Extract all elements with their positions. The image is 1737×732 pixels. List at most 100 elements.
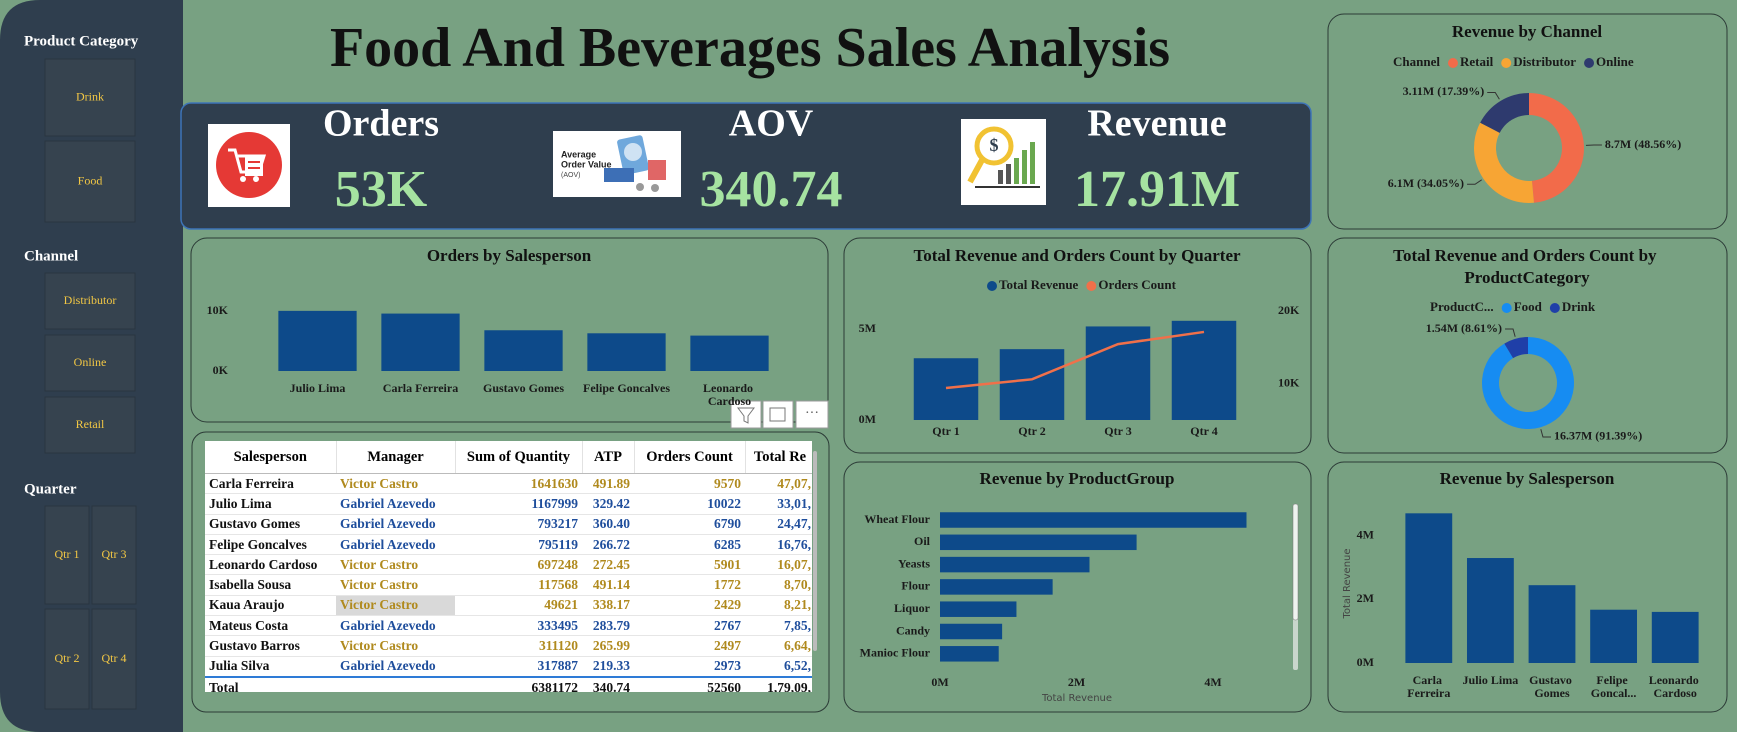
y-tick-label: 0M <box>1357 655 1374 669</box>
y-tick-label: Oil <box>914 534 931 548</box>
slicer-button[interactable] <box>91 608 137 710</box>
salesperson-table: Salesperson Manager Sum of Quantity ATP Orde… <box>205 441 812 692</box>
table-row: Felipe Goncalves Gabriel Azevedo 795119 266… <box>205 534 812 556</box>
icon-text: Order Value <box>561 159 612 169</box>
slicer-item[interactable]: Food <box>78 173 103 187</box>
x-axis-label: Total Revenue <box>1041 693 1112 704</box>
slicer-item[interactable]: Qtr 4 <box>102 651 127 665</box>
slicer-item[interactable]: Qtr 1 <box>55 547 80 561</box>
legend-title: Channel <box>1393 54 1440 69</box>
icon-text: Average <box>561 149 596 159</box>
table-cell: 491.14 <box>582 574 634 596</box>
slicer-button[interactable] <box>44 272 136 330</box>
donut-slice <box>1480 93 1529 133</box>
x-tick-label: 0M <box>931 675 948 689</box>
x-tick-label: Felipe Goncalves <box>583 381 670 395</box>
table-cell: 219.33 <box>582 656 634 678</box>
leader-line <box>1467 179 1482 185</box>
slicer-title: Product Category <box>24 33 139 49</box>
kpi-label: AOV <box>729 103 814 145</box>
data-label: 3.11M (17.39%) <box>1403 84 1485 98</box>
bar <box>278 310 357 371</box>
x-tick-label: Qtr 2 <box>1018 424 1045 438</box>
chart-title: Revenue by ProductGroup <box>980 469 1175 488</box>
data-label: 8.7M (48.56%) <box>1605 137 1681 151</box>
kpi-value: 340.74 <box>700 161 843 218</box>
kpi-value: 53K <box>335 161 428 218</box>
slicer-button[interactable] <box>44 140 136 223</box>
table-cell: 47,07, <box>745 473 812 495</box>
slicer-item[interactable]: Qtr 2 <box>55 651 80 665</box>
column-header[interactable]: Sum of Quantity <box>455 441 583 474</box>
legend-label: Orders Count <box>1098 277 1176 292</box>
column-header[interactable]: Manager <box>336 441 456 474</box>
table-cell: 360.40 <box>582 514 634 535</box>
column-header[interactable]: Salesperson <box>205 441 337 474</box>
column-header[interactable]: ATP <box>582 441 635 474</box>
orders-icon <box>208 124 290 207</box>
slicer-button[interactable] <box>44 396 136 454</box>
slicer-item[interactable]: Qtr 3 <box>102 547 127 561</box>
table-scrollbar[interactable] <box>812 441 824 701</box>
table-cell: Gabriel Azevedo <box>336 615 455 637</box>
table-cell: 333495 <box>455 615 582 637</box>
table-cell: 16,07, <box>745 554 812 576</box>
table-cell: 697248 <box>455 554 582 576</box>
table-cell: 7,85, <box>745 615 812 637</box>
slicer-title: Channel <box>24 248 78 264</box>
slicer-item[interactable]: Drink <box>76 89 104 103</box>
legend-title: ProductC... <box>1430 299 1494 314</box>
table-row: Julia Silva Gabriel Azevedo 317887 219.33 29… <box>205 656 812 678</box>
table-cell: 1167999 <box>455 493 582 515</box>
column-header[interactable]: Orders Count <box>634 441 746 474</box>
table-cell: 329.42 <box>582 493 634 515</box>
donut-slice <box>1504 337 1528 359</box>
bar <box>1466 558 1514 663</box>
slicer-button[interactable] <box>44 505 90 605</box>
legend-marker <box>1549 303 1560 313</box>
svg-text:$: $ <box>990 135 999 155</box>
table-cell: Gabriel Azevedo <box>336 514 455 535</box>
x-tick-label: Gustavo Gomes <box>483 381 564 395</box>
table-cell: 265.99 <box>582 635 634 657</box>
y-tick-label: Flour <box>901 579 930 593</box>
revenue-icon: $ <box>961 119 1046 205</box>
table-cell: Leonardo Cardoso <box>205 554 336 576</box>
slicer-item[interactable]: Retail <box>76 417 105 431</box>
table-cell: 283.79 <box>582 615 634 637</box>
bar <box>1528 585 1576 663</box>
column-header[interactable]: Total Re <box>745 441 812 474</box>
slicer-button[interactable] <box>44 608 90 710</box>
line <box>945 330 1205 390</box>
table-row: Gustavo Gomes Gabriel Azevedo 793217 360.40… <box>205 514 812 535</box>
bar <box>940 623 1003 640</box>
table-cell: Kaua Araujo <box>205 595 336 617</box>
table-cell: 6,64, <box>745 635 812 657</box>
bar <box>484 330 563 371</box>
svg-text:···: ··· <box>805 406 819 421</box>
legend-marker <box>1584 58 1595 68</box>
table-cell: Victor Castro <box>336 554 455 576</box>
table-cell: 8,70, <box>745 574 812 596</box>
table-cell: Victor Castro <box>336 574 455 596</box>
page-title: Food And Beverages Sales Analysis <box>330 17 1170 79</box>
slicer-item[interactable]: Online <box>74 355 107 369</box>
x-tick-label: Qtr 4 <box>1190 424 1217 438</box>
table-cell: 2973 <box>634 656 745 678</box>
total-cell: 52560 <box>634 675 745 692</box>
table-cell: 317887 <box>455 656 582 678</box>
scrollbar[interactable] <box>1292 503 1299 670</box>
total-cell: 6381172 <box>455 675 582 692</box>
table-row: Kaua Araujo Victor Castro 49621 338.17 2429 8… <box>205 595 812 617</box>
x-tick-label: Leonardo Cardoso <box>703 381 756 408</box>
slicer-button[interactable] <box>44 334 136 392</box>
slicer-button[interactable] <box>44 58 136 137</box>
kpi-value: 17.91M <box>1074 161 1240 218</box>
table-cell: Gustavo Gomes <box>205 514 336 535</box>
visual-header-icons[interactable]: ··· <box>730 400 829 429</box>
y-tick-label: Manioc Flour <box>860 646 931 660</box>
x-tick-label: Leonardo Cardoso <box>1649 673 1702 700</box>
slicer-button[interactable] <box>91 505 137 605</box>
slicer-item[interactable]: Distributor <box>64 293 117 307</box>
bar <box>940 579 1053 595</box>
